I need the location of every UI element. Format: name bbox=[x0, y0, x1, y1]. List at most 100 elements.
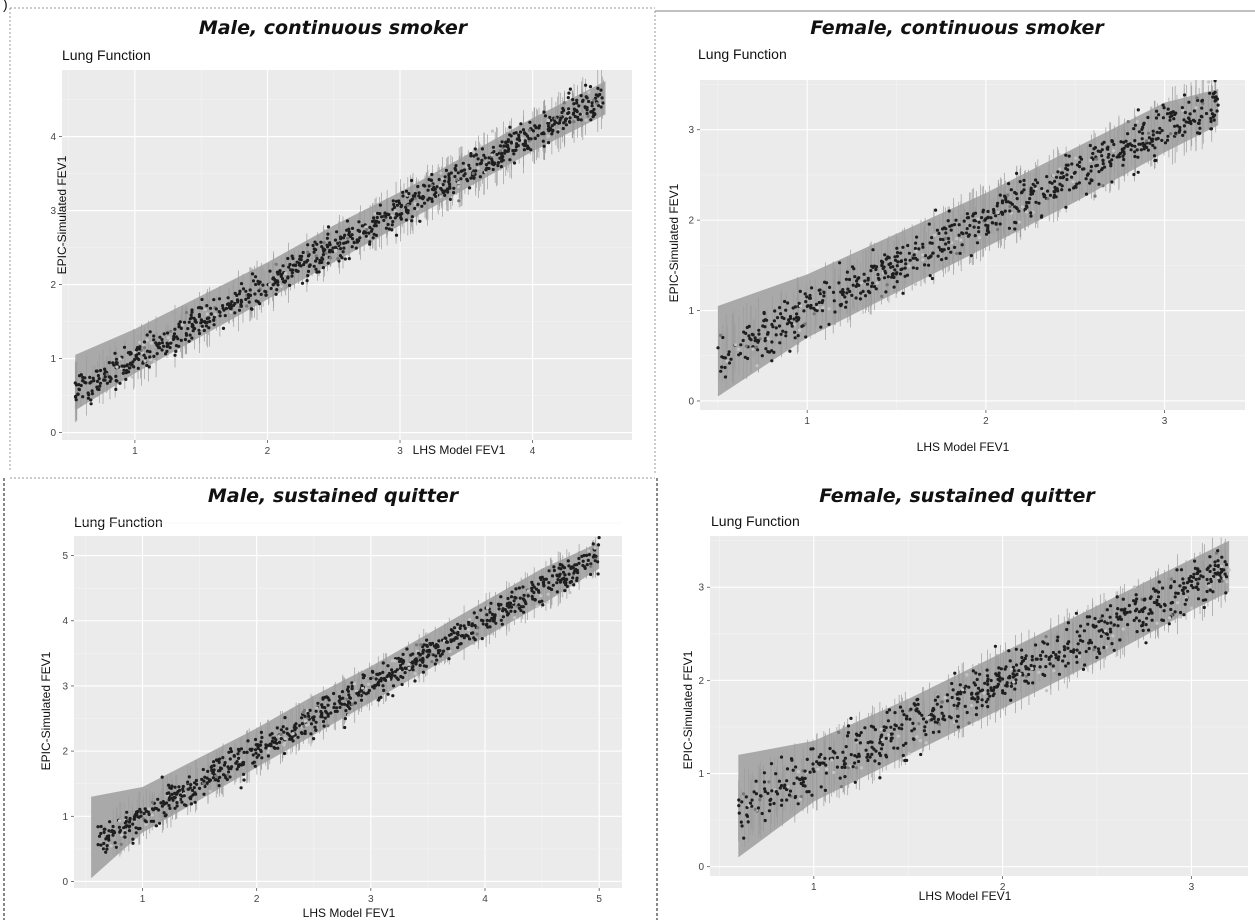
data-point bbox=[567, 107, 571, 111]
data-point bbox=[404, 189, 409, 193]
data-point bbox=[500, 140, 504, 144]
data-point bbox=[307, 253, 311, 257]
data-point bbox=[372, 216, 376, 220]
data-point bbox=[811, 767, 815, 771]
data-point bbox=[439, 195, 443, 199]
data-point bbox=[1144, 139, 1148, 143]
data-point bbox=[751, 347, 755, 351]
data-point bbox=[1090, 156, 1094, 160]
data-point bbox=[386, 222, 390, 227]
data-point bbox=[945, 699, 950, 703]
data-point bbox=[201, 767, 205, 772]
data-point bbox=[149, 358, 153, 362]
data-point bbox=[587, 99, 591, 104]
data-point bbox=[992, 211, 996, 215]
data-point bbox=[916, 697, 920, 701]
data-point bbox=[1152, 600, 1156, 605]
data-point bbox=[563, 589, 567, 593]
data-point bbox=[721, 335, 725, 340]
data-point bbox=[859, 281, 864, 285]
data-point bbox=[1121, 149, 1125, 154]
data-point bbox=[563, 119, 567, 123]
data-point bbox=[359, 698, 364, 702]
data-point bbox=[362, 691, 366, 695]
x-tick-label: 2 bbox=[254, 894, 260, 905]
data-point bbox=[1073, 170, 1077, 174]
data-point bbox=[1134, 616, 1138, 620]
data-point bbox=[203, 308, 207, 312]
x-tick-label: 3 bbox=[368, 894, 374, 905]
data-point bbox=[425, 649, 429, 653]
data-point bbox=[723, 356, 728, 360]
data-point bbox=[253, 748, 258, 752]
data-point bbox=[928, 241, 932, 245]
data-point bbox=[956, 725, 960, 729]
data-point bbox=[912, 253, 916, 257]
data-point bbox=[413, 202, 417, 206]
data-point bbox=[255, 755, 259, 759]
data-point bbox=[444, 636, 448, 641]
data-point bbox=[413, 194, 417, 198]
data-point bbox=[965, 216, 970, 220]
data-point bbox=[322, 724, 326, 728]
data-point bbox=[844, 300, 848, 304]
data-point bbox=[156, 797, 160, 801]
data-point bbox=[997, 671, 1001, 675]
data-point bbox=[775, 316, 780, 320]
data-point bbox=[359, 689, 364, 693]
data-point bbox=[1136, 155, 1140, 159]
data-point bbox=[1200, 106, 1204, 110]
data-point bbox=[237, 749, 241, 753]
data-point bbox=[239, 786, 243, 790]
data-point bbox=[433, 187, 437, 191]
data-point bbox=[970, 703, 974, 708]
data-point bbox=[250, 307, 254, 311]
data-point bbox=[1204, 598, 1208, 602]
data-point bbox=[727, 350, 731, 354]
data-point bbox=[821, 306, 825, 310]
data-point bbox=[796, 334, 800, 338]
data-point bbox=[367, 688, 371, 693]
data-point bbox=[744, 344, 748, 348]
data-point bbox=[74, 394, 78, 398]
data-point bbox=[908, 258, 912, 262]
data-point bbox=[1081, 167, 1085, 171]
data-point bbox=[1069, 649, 1073, 654]
data-point bbox=[1025, 210, 1029, 214]
data-point bbox=[880, 294, 884, 298]
data-point bbox=[568, 120, 572, 124]
data-point bbox=[325, 236, 329, 240]
data-point bbox=[261, 283, 265, 287]
data-point bbox=[436, 651, 441, 655]
data-point bbox=[845, 734, 850, 738]
data-point bbox=[892, 275, 896, 279]
data-point bbox=[180, 800, 184, 804]
data-point bbox=[1105, 608, 1109, 612]
data-point bbox=[406, 203, 410, 208]
data-point bbox=[184, 310, 189, 315]
data-point bbox=[193, 319, 197, 323]
data-point bbox=[1102, 645, 1106, 650]
data-point bbox=[373, 684, 377, 688]
data-point bbox=[1118, 638, 1122, 642]
data-point bbox=[1174, 131, 1178, 135]
data-point bbox=[177, 785, 181, 789]
data-point bbox=[381, 684, 385, 688]
data-point bbox=[576, 117, 580, 122]
data-point bbox=[109, 377, 113, 381]
data-point bbox=[457, 199, 461, 203]
data-point bbox=[795, 776, 799, 780]
data-point bbox=[555, 581, 559, 585]
data-point bbox=[361, 686, 365, 690]
data-point bbox=[415, 643, 419, 647]
data-point bbox=[589, 118, 593, 122]
data-point bbox=[1153, 589, 1157, 593]
data-point bbox=[375, 219, 379, 223]
data-point bbox=[430, 199, 434, 203]
data-point bbox=[1127, 603, 1131, 608]
data-point bbox=[212, 760, 216, 764]
data-point bbox=[884, 755, 889, 759]
data-point bbox=[596, 560, 600, 564]
data-point bbox=[1093, 645, 1097, 649]
